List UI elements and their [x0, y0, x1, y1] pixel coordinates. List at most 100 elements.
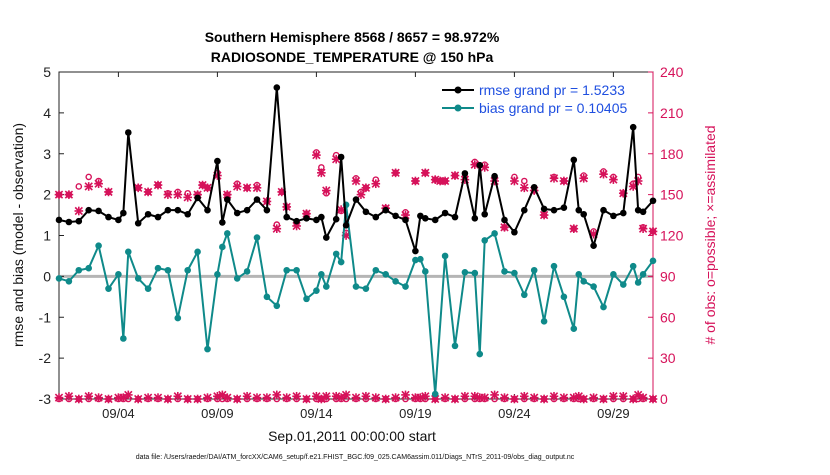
bias-point — [451, 342, 459, 350]
rmse-point — [134, 219, 142, 227]
obs-assimilated-lower-marker — [549, 391, 559, 401]
rmse-point — [125, 129, 132, 136]
obs-assimilated-lower-marker — [559, 393, 569, 402]
rmse-point — [219, 219, 226, 226]
rmse-point — [224, 196, 231, 203]
bias-point — [85, 264, 92, 272]
rmse-point — [412, 247, 419, 255]
obs-assimilated-lower-marker — [599, 394, 608, 404]
obs-assimilated-lower-marker — [203, 393, 212, 402]
bias-point — [154, 264, 162, 272]
obs-assimilated-upper-marker — [628, 182, 638, 191]
obs-assimilated-lower-marker — [54, 393, 64, 402]
bias-point — [194, 248, 201, 256]
rmse-point — [65, 218, 73, 226]
rmse-point — [451, 213, 459, 221]
obs-assimilated-upper-marker — [638, 224, 648, 234]
y-tick-label-right: 210 — [660, 105, 684, 121]
obs-assimilated-upper-marker — [559, 176, 569, 186]
rmse-point — [164, 206, 172, 214]
rmse-point — [318, 213, 325, 221]
obs-assimilated-lower-marker — [341, 390, 351, 400]
obs-assimilated-lower-marker — [391, 393, 400, 402]
bias-point — [293, 266, 300, 274]
rmse-point — [184, 210, 191, 218]
y-tick-label-left: 5 — [43, 64, 51, 80]
bias-point — [95, 242, 102, 250]
bias-point — [649, 257, 657, 265]
y-tick-label-right: 60 — [660, 309, 676, 325]
rmse-point — [55, 216, 63, 224]
rmse-point — [253, 196, 261, 203]
obs-assimilated-upper-marker — [317, 168, 326, 178]
y-axis-label-left: rmse and bias (model - observation) — [10, 123, 26, 347]
bias-point — [362, 285, 370, 292]
obs-assimilated-lower-marker — [361, 391, 371, 401]
rmse-point — [283, 213, 291, 221]
obs-assimilated-upper-marker — [450, 171, 460, 180]
rmse-point — [273, 84, 281, 91]
plot-area: -3 -2 -1 0 1 2 3 4 5 0 30 60 90 120 150 180 210 240 09/04 0… — [39, 64, 684, 421]
obs-assimilated-upper-marker — [599, 169, 608, 179]
obs-assimilated-upper-marker — [519, 183, 529, 193]
obs-assimilated-upper-marker — [94, 179, 103, 189]
y-tick-label-right: 30 — [660, 350, 676, 366]
obs-assimilated-upper-marker — [153, 180, 163, 190]
obs-assimilated-upper-marker — [203, 183, 212, 193]
bias-point — [550, 262, 558, 270]
obs-assimilated-upper-marker — [312, 150, 321, 160]
obs-assimilated-lower-marker — [618, 391, 628, 401]
rmse-point — [491, 172, 498, 180]
obs-assimilated-lower-marker — [133, 394, 143, 404]
bias-point — [600, 303, 607, 311]
obs-assimilated-lower-marker — [638, 393, 648, 402]
bias-point — [204, 345, 211, 353]
bias-point — [184, 266, 191, 274]
obs-assimilated-lower-marker — [272, 390, 282, 400]
rmse-point — [476, 161, 484, 169]
obs-assimilated-lower-marker — [64, 391, 74, 401]
rmse-point — [590, 242, 597, 250]
bias-point — [431, 390, 439, 398]
chart-title: Southern Hemisphere 8568 / 8657 = 98.972… — [205, 29, 500, 45]
obs-assimilated-upper-marker — [173, 190, 183, 199]
rmse-point — [115, 216, 122, 224]
obs-assimilated-lower-marker — [430, 394, 440, 404]
obs-assimilated-upper-marker — [351, 176, 361, 186]
bias-point — [55, 275, 63, 282]
obs-assimilated-upper-marker — [84, 182, 94, 191]
y-axis-label-right: # of obs: o=possible; ×=assimilated — [702, 125, 718, 344]
obs-assimilated-upper-marker — [500, 223, 509, 232]
bias-point — [629, 262, 637, 270]
obs-assimilated-upper-marker — [252, 183, 262, 193]
bias-point — [323, 283, 330, 290]
obs-assimilated-upper-marker — [64, 190, 74, 199]
bias-point — [224, 230, 231, 237]
x-axis-label: Sep.01,2011 00:00:00 start — [268, 428, 436, 444]
rmse-point — [303, 215, 310, 222]
bias-point — [530, 266, 538, 274]
y-tick-label-right: 90 — [660, 268, 676, 284]
obs-assimilated-lower-marker — [193, 394, 202, 404]
x-tick-label: 09/19 — [399, 406, 432, 421]
obs-assimilated-lower-marker — [420, 391, 430, 401]
obs-assimilated-upper-marker — [143, 187, 153, 197]
obs-assimilated-upper-marker — [510, 176, 519, 186]
rmse-point — [323, 234, 330, 241]
bias-point — [337, 258, 345, 266]
data-file-footer: data file: /Users/raeder/DAI/ATM_forcXX/… — [136, 454, 575, 461]
bias-point — [352, 283, 360, 290]
obs-assimilated-lower-marker — [401, 390, 410, 400]
legend-bias-marker — [454, 104, 462, 112]
rmse-point — [382, 206, 390, 214]
rmse-point — [214, 157, 221, 165]
obs-assimilated-lower-marker — [539, 394, 549, 404]
obs-assimilated-lower-marker — [529, 393, 539, 402]
legend-bias-label: bias grand pr = 0.10405 — [479, 100, 627, 116]
obs-assimilated-lower-marker — [490, 390, 499, 400]
rmse-point — [471, 215, 479, 222]
rmse-point — [461, 170, 469, 177]
bias-point — [303, 295, 310, 303]
